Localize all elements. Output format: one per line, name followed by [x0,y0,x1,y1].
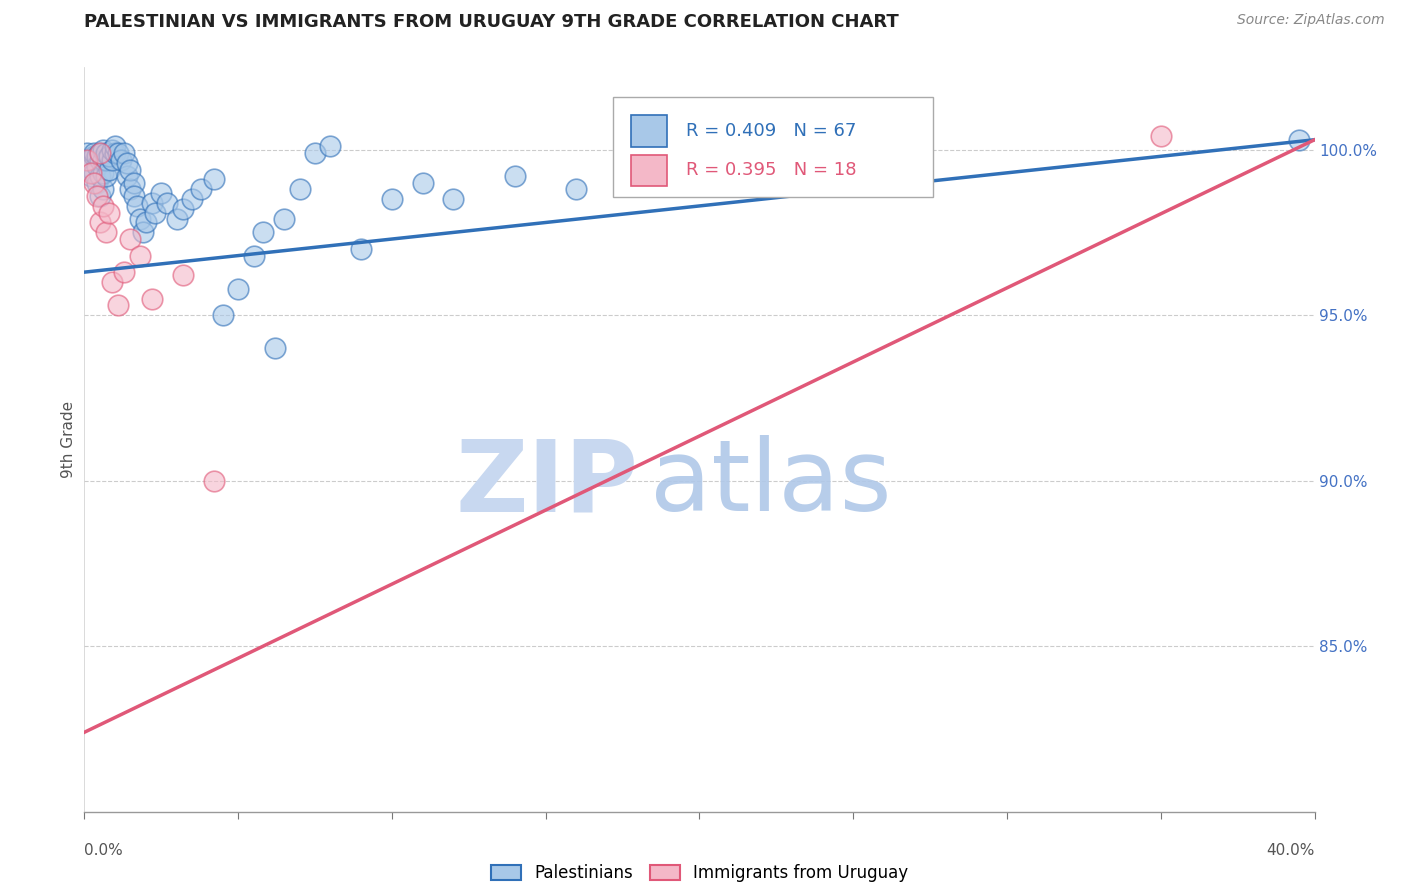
Point [83,166,105,180]
Point [89,215,111,229]
Point [120,162,142,177]
Point [98,149,121,163]
Point [273,212,295,227]
Point [1150,129,1173,144]
Point [91,153,114,167]
Y-axis label: 9th Grade: 9th Grade [60,401,76,478]
Point [172,268,194,283]
Point [190,182,212,196]
Point [202,474,225,488]
Point [76,162,98,177]
Point [122,176,145,190]
Point [202,172,225,186]
Point [120,182,142,196]
Point [83,145,105,160]
Point [76,153,98,167]
Point [91,199,114,213]
Point [443,192,465,206]
Point [226,282,249,296]
Point [122,189,145,203]
Point [107,298,129,312]
Point [135,215,157,229]
Point [120,232,142,246]
Text: ZIP: ZIP [456,435,638,533]
Point [83,149,105,163]
Point [350,242,373,256]
Point [150,186,173,200]
Point [101,275,124,289]
Point [94,226,117,240]
Point [288,182,311,196]
Point [143,205,166,219]
Point [98,162,121,177]
Point [172,202,194,217]
Point [94,153,117,167]
Point [141,292,163,306]
FancyBboxPatch shape [631,155,668,186]
Point [128,249,150,263]
Point [89,189,111,203]
FancyBboxPatch shape [631,115,668,146]
Point [264,341,287,355]
Point [141,195,163,210]
Point [112,145,135,160]
Point [98,205,121,219]
Point [181,192,204,206]
Point [79,169,101,183]
Point [565,182,588,196]
Point [86,159,108,173]
Point [319,139,342,153]
Text: 40.0%: 40.0% [1267,843,1315,858]
Point [132,226,155,240]
Text: 0.0%: 0.0% [84,843,124,858]
Point [242,249,264,263]
FancyBboxPatch shape [613,96,934,197]
Point [412,176,434,190]
Point [689,153,711,167]
Text: Source: ZipAtlas.com: Source: ZipAtlas.com [1237,13,1385,28]
Point [166,212,188,227]
Point [86,189,108,203]
Point [107,145,129,160]
Point [79,166,101,180]
Point [94,169,117,183]
Point [91,166,114,180]
Point [91,182,114,196]
Text: R = 0.395   N = 18: R = 0.395 N = 18 [686,161,856,179]
Point [94,145,117,160]
Point [86,176,108,190]
Point [1288,133,1310,147]
Point [79,153,101,167]
Point [125,199,148,213]
Point [101,153,124,167]
Point [91,143,114,157]
Point [128,212,150,227]
Point [117,156,139,170]
Point [503,169,526,183]
Point [101,143,124,157]
Point [83,176,105,190]
Point [104,139,127,153]
Point [842,176,865,190]
Point [89,169,111,183]
Point [252,226,274,240]
Point [112,265,135,279]
Point [381,192,404,206]
Point [110,153,132,167]
Text: atlas: atlas [651,435,891,533]
Legend: Palestinians, Immigrants from Uruguay: Palestinians, Immigrants from Uruguay [484,858,915,889]
Point [104,145,127,160]
Point [89,145,111,160]
Point [89,145,111,160]
Point [86,149,108,163]
Point [117,169,139,183]
Text: R = 0.409   N = 67: R = 0.409 N = 67 [686,122,856,140]
Point [89,153,111,167]
Point [304,145,326,160]
Point [76,145,98,160]
Point [211,308,233,322]
Text: PALESTINIAN VS IMMIGRANTS FROM URUGUAY 9TH GRADE CORRELATION CHART: PALESTINIAN VS IMMIGRANTS FROM URUGUAY 9… [84,13,898,31]
Point [156,195,179,210]
